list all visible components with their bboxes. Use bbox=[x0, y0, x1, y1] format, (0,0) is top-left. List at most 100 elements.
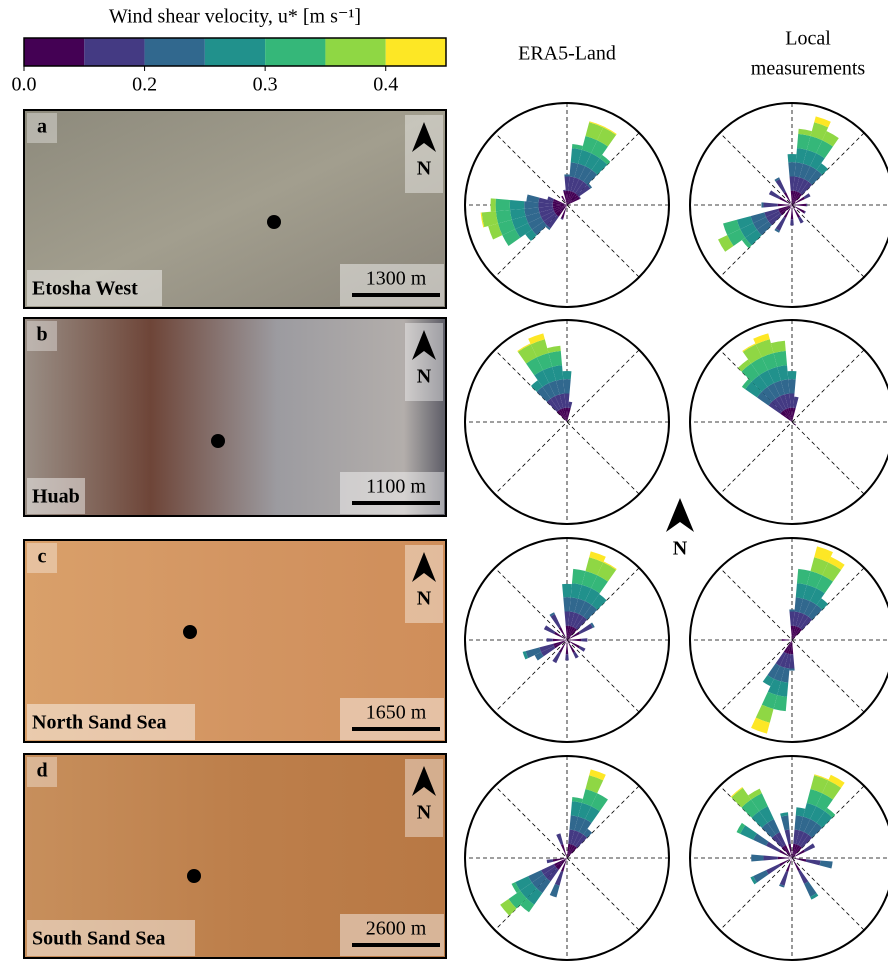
petal-segment bbox=[567, 627, 576, 640]
petal-segment bbox=[571, 144, 583, 150]
rose-petal bbox=[528, 333, 567, 422]
rose-petal bbox=[773, 640, 792, 712]
petal-segment bbox=[565, 625, 569, 640]
petal-segment bbox=[536, 353, 553, 371]
petal-segment bbox=[539, 208, 555, 218]
rose-petal bbox=[792, 116, 831, 205]
rose-petal bbox=[567, 828, 593, 858]
petal-segment bbox=[559, 393, 566, 409]
petal-segment bbox=[822, 562, 842, 582]
petal-segment bbox=[741, 799, 760, 818]
scale-bar bbox=[352, 943, 440, 947]
rose-petal bbox=[748, 788, 792, 858]
rose-petal bbox=[736, 822, 792, 858]
petal-segment bbox=[804, 881, 817, 897]
petal-segment bbox=[792, 205, 805, 214]
petal-segment bbox=[796, 133, 811, 150]
petal-segment bbox=[591, 158, 608, 175]
petal-segment bbox=[771, 834, 784, 848]
petal-segment bbox=[741, 378, 752, 390]
north-arrow bbox=[412, 122, 436, 152]
petal-segment bbox=[556, 858, 567, 870]
rose-petal bbox=[526, 194, 567, 205]
rose-petal bbox=[792, 203, 808, 207]
petal-segment bbox=[795, 612, 805, 628]
petal-segment bbox=[567, 846, 578, 858]
rose-petal bbox=[792, 546, 833, 640]
petal-segment bbox=[528, 333, 545, 345]
petal-segment bbox=[767, 678, 781, 696]
petal-segment bbox=[792, 192, 801, 205]
petal-segment bbox=[816, 140, 833, 159]
petal-segment bbox=[784, 653, 791, 669]
petal-segment bbox=[780, 815, 790, 831]
rose-petal bbox=[511, 858, 567, 894]
petal-segment bbox=[531, 221, 547, 236]
petal-segment bbox=[555, 858, 567, 869]
rose-petal bbox=[517, 343, 567, 422]
rose-petal bbox=[792, 807, 836, 858]
petal-segment bbox=[780, 205, 792, 216]
rose-petal bbox=[781, 639, 792, 641]
petal-segment bbox=[777, 856, 792, 860]
petal-segment bbox=[824, 807, 836, 818]
rose-petal bbox=[490, 198, 567, 212]
petal-segment bbox=[779, 858, 792, 867]
scale-label: 1300 m bbox=[366, 268, 427, 290]
rose-petal bbox=[549, 612, 567, 640]
label-bg bbox=[27, 321, 57, 351]
petal-segment bbox=[804, 601, 817, 617]
rose-petal bbox=[774, 205, 792, 233]
petal-segment bbox=[814, 116, 831, 128]
petal-segment bbox=[806, 136, 823, 154]
rose-petal bbox=[792, 205, 806, 214]
petal-segment bbox=[567, 194, 579, 205]
petal-segment bbox=[810, 806, 825, 823]
petal-segment bbox=[775, 832, 786, 847]
petal-segment bbox=[565, 407, 569, 422]
petal-segment bbox=[798, 128, 812, 137]
petal-segment bbox=[763, 202, 778, 208]
petal-segment bbox=[798, 179, 809, 194]
petal-segment bbox=[550, 614, 561, 629]
colorbar-tick-label: 0.3 bbox=[253, 74, 278, 96]
rose-petal bbox=[792, 568, 811, 640]
petal-segment bbox=[731, 787, 752, 808]
north-arrow bbox=[412, 330, 436, 360]
petal-segment bbox=[575, 181, 588, 195]
petal-segment bbox=[603, 561, 617, 570]
petal-segment bbox=[536, 878, 551, 894]
petal-segment bbox=[538, 206, 554, 213]
rose-petal bbox=[737, 359, 792, 422]
rose-petal bbox=[792, 774, 845, 858]
petal-segment bbox=[517, 343, 531, 352]
column-title: Local bbox=[785, 28, 831, 50]
petal-segment bbox=[560, 844, 567, 858]
petal-segment bbox=[541, 211, 556, 222]
petal-segment bbox=[822, 131, 839, 147]
petal-segment bbox=[567, 628, 578, 640]
petal-segment bbox=[762, 675, 774, 687]
petal-segment bbox=[590, 622, 595, 628]
map-image bbox=[23, 109, 447, 309]
petal-segment bbox=[780, 812, 789, 817]
north-arrow bbox=[666, 498, 694, 532]
petal-segment bbox=[790, 205, 794, 220]
petal-segment bbox=[803, 149, 817, 167]
petal-segment bbox=[552, 203, 567, 207]
petal-segment bbox=[792, 628, 803, 640]
petal-segment bbox=[723, 219, 741, 236]
rose-petal bbox=[723, 205, 792, 236]
petal-segment bbox=[571, 568, 586, 585]
petal-segment bbox=[552, 651, 561, 664]
panel-letter: c bbox=[38, 546, 47, 568]
petal-segment bbox=[808, 604, 823, 620]
petal-segment bbox=[524, 207, 540, 217]
petal-segment bbox=[792, 849, 805, 858]
rose-petal bbox=[787, 154, 797, 205]
petal-segment bbox=[792, 407, 796, 422]
panel-letter: b bbox=[36, 324, 47, 346]
petal-segment bbox=[778, 205, 792, 212]
petal-segment bbox=[578, 584, 592, 602]
petal-segment bbox=[763, 855, 778, 861]
